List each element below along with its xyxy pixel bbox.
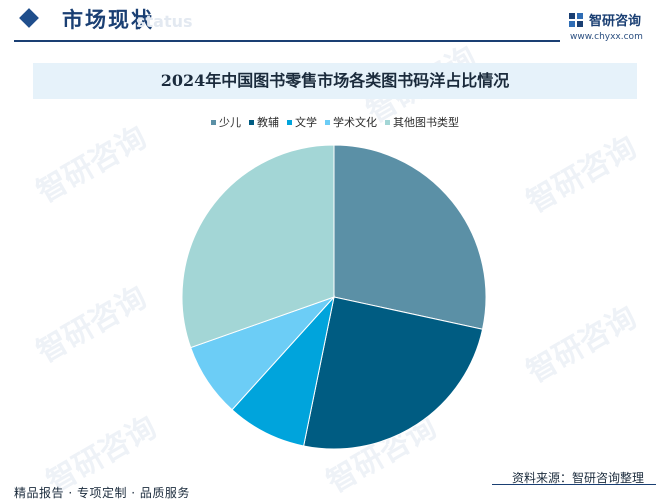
legend-swatch <box>385 119 390 125</box>
legend-label: 文学 <box>295 116 317 129</box>
section-watermark: status <box>136 12 193 31</box>
source-note: 资料来源：智研咨询整理 <box>512 471 645 485</box>
brand-name: 智研咨询 <box>589 14 642 29</box>
legend-swatch <box>211 119 216 125</box>
header-rule <box>14 40 560 42</box>
site-url: www.chyxx.com <box>570 32 643 42</box>
pie-slice-2 <box>303 296 484 450</box>
legend-swatch <box>249 119 254 125</box>
legend-swatch <box>287 119 292 125</box>
legend-item: 文学 <box>287 114 317 130</box>
legend-item: 学术文化 <box>325 114 377 130</box>
legend-item: 其他图书类型 <box>385 114 459 130</box>
section-title: 市场现状 <box>62 8 154 32</box>
legend-label: 其他图书类型 <box>393 116 459 129</box>
legend-label: 少儿 <box>219 116 241 129</box>
legend-swatch <box>325 119 330 125</box>
chart-legend: 少儿 教辅 文学 学术文化 其他图书类型 <box>0 114 670 130</box>
logo-icon <box>569 12 583 27</box>
footer-tagline: 精品报告 · 专项定制 · 品质服务 <box>14 486 190 500</box>
page-header: 市场现状 status 智研咨询 www.chyxx.com <box>0 0 670 44</box>
legend-label: 教辅 <box>257 116 279 129</box>
legend-item: 教辅 <box>249 114 279 130</box>
chart-title: 2024年中国图书零售市场各类图书码洋占比情况 <box>160 71 510 90</box>
chart-title-band: 2024年中国图书零售市场各类图书码洋占比情况 <box>33 63 637 99</box>
pie-slice-1 <box>333 144 487 330</box>
legend-label: 学术文化 <box>333 116 377 129</box>
pie-slice-5 <box>181 144 335 349</box>
brand-logo: 智研咨询 <box>568 10 641 29</box>
legend-item: 少儿 <box>211 114 241 130</box>
footer-rule <box>492 484 656 485</box>
